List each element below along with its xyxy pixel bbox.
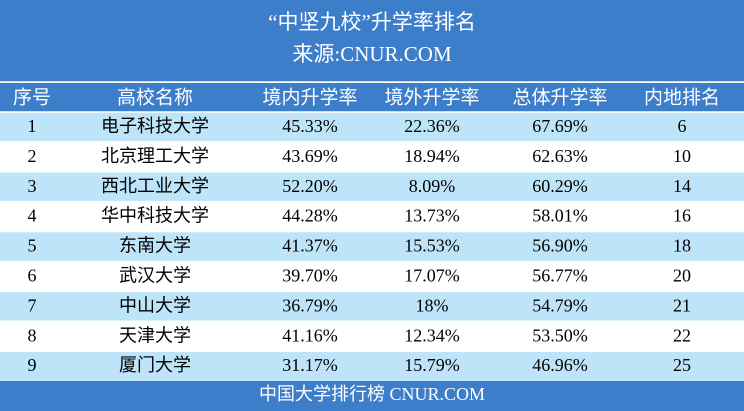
table-source: 来源:CNUR.COM <box>292 42 452 66</box>
table-cell: 3 <box>28 176 37 196</box>
table-cell: 17.07% <box>404 266 460 286</box>
column-header: 内地排名 <box>644 87 720 109</box>
university-name: 厦门大学 <box>119 355 191 375</box>
column-header: 境外升学率 <box>384 87 479 109</box>
column-header: 高校名称 <box>117 87 193 109</box>
table-cell: 22.36% <box>404 116 460 136</box>
table-cell: 45.33% <box>282 116 338 136</box>
table-cell: 62.63% <box>532 146 588 166</box>
table-cell: 25 <box>673 355 691 375</box>
table-cell: 1 <box>28 116 37 136</box>
table-cell: 2 <box>28 146 37 166</box>
university-name: 北京理工大学 <box>101 146 209 166</box>
table-title: “中坚九校”升学率排名 <box>268 10 476 34</box>
table-cell: 6 <box>678 116 687 136</box>
column-header: 境内升学率 <box>262 87 357 109</box>
table-cell: 43.69% <box>282 146 338 166</box>
table-cell: 8 <box>28 325 37 345</box>
table-row <box>0 112 744 142</box>
table-cell: 53.50% <box>532 325 588 345</box>
university-name: 电子科技大学 <box>101 116 209 136</box>
table-row <box>0 261 744 292</box>
table-cell: 18% <box>416 295 449 315</box>
table-cell: 5 <box>28 236 37 256</box>
footer-band <box>0 381 744 411</box>
table-cell: 18 <box>673 236 691 256</box>
table-cell: 36.79% <box>282 295 338 315</box>
table-row <box>0 351 744 381</box>
university-name: 西北工业大学 <box>101 176 209 196</box>
table-cell: 6 <box>28 266 37 286</box>
table-cell: 8.09% <box>409 176 456 196</box>
table-cell: 41.16% <box>282 325 338 345</box>
table-row <box>0 201 744 232</box>
table-cell: 22 <box>673 325 691 345</box>
table-cell: 67.69% <box>532 116 588 136</box>
table-cell: 7 <box>28 295 37 315</box>
table-cell: 31.17% <box>282 355 338 375</box>
table-row <box>0 171 744 202</box>
table-row <box>0 231 744 262</box>
table-cell: 18.94% <box>404 146 460 166</box>
table-cell: 13.73% <box>404 206 460 226</box>
table-cell: 4 <box>28 206 37 226</box>
table-cell: 16 <box>673 206 691 226</box>
table-cell: 52.20% <box>282 176 338 196</box>
title-band <box>0 0 744 82</box>
column-header: 总体升学率 <box>512 87 607 109</box>
university-name: 武汉大学 <box>119 266 191 286</box>
university-name: 华中科技大学 <box>101 206 209 226</box>
column-header: 序号 <box>13 87 51 109</box>
table-cell: 15.79% <box>404 355 460 375</box>
table-cell: 44.28% <box>282 206 338 226</box>
table-cell: 10 <box>673 146 691 166</box>
header-row <box>0 83 744 112</box>
table-cell: 12.34% <box>404 325 460 345</box>
table-cell: 56.77% <box>532 266 588 286</box>
table-row <box>0 141 744 172</box>
table-cell: 15.53% <box>404 236 460 256</box>
table-cell: 56.90% <box>532 236 588 256</box>
table-cell: 21 <box>673 295 691 315</box>
table-cell: 39.70% <box>282 266 338 286</box>
table-cell: 58.01% <box>532 206 588 226</box>
table-cell: 20 <box>673 266 691 286</box>
table-cell: 54.79% <box>532 295 588 315</box>
table-cell: 14 <box>673 176 691 196</box>
table-row <box>0 291 744 322</box>
university-name: 中山大学 <box>119 295 191 315</box>
footer-text: 中国大学排行榜 CNUR.COM <box>259 384 485 404</box>
table-row <box>0 321 744 352</box>
table-cell: 60.29% <box>532 176 588 196</box>
university-name: 东南大学 <box>119 236 191 256</box>
university-name: 天津大学 <box>119 325 191 345</box>
table-cell: 41.37% <box>282 236 338 256</box>
table-cell: 46.96% <box>532 355 588 375</box>
table-cell: 9 <box>28 355 37 375</box>
